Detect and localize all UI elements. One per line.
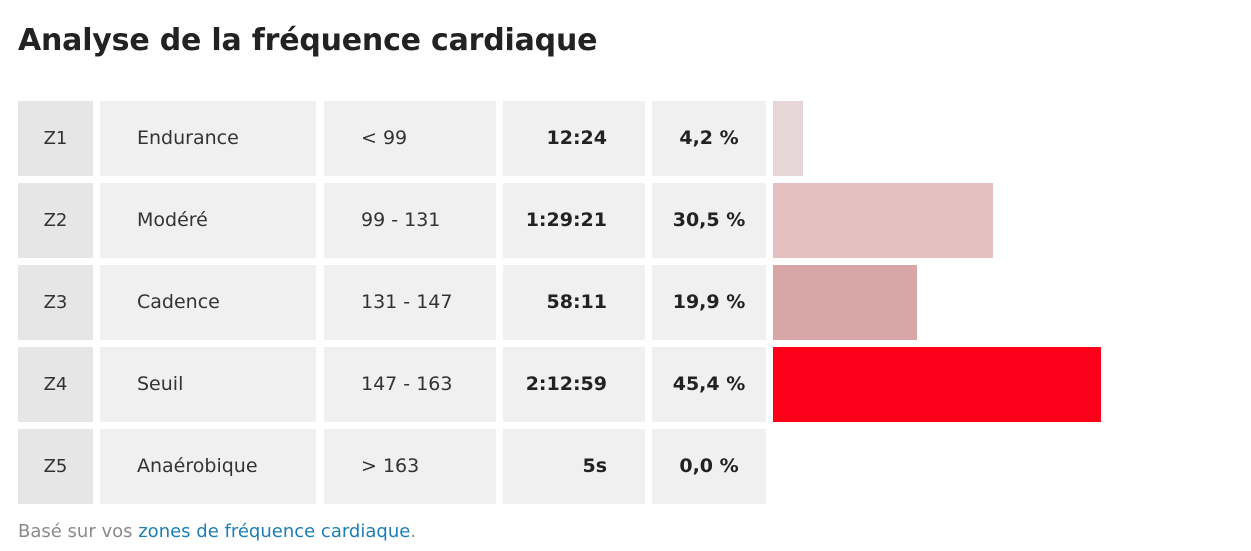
- zone-label: Z1: [18, 101, 93, 176]
- zone-row-z2: Z2 Modéré 99 - 131 1:29:21 30,5 %: [18, 183, 1118, 258]
- zone-row-z1: Z1 Endurance < 99 12:24 4,2 %: [18, 101, 1118, 176]
- zone-row-z4: Z4 Seuil 147 - 163 2:12:59 45,4 %: [18, 347, 1118, 422]
- zone-name: Seuil: [100, 347, 316, 422]
- zone-bar: [773, 347, 1101, 422]
- zone-time: 1:29:21: [503, 183, 645, 258]
- zone-label: Z2: [18, 183, 93, 258]
- zone-bar: [773, 265, 917, 340]
- zone-bpm-range: 99 - 131: [324, 183, 496, 258]
- zone-bar-track: [773, 183, 1113, 258]
- zone-name: Cadence: [100, 265, 316, 340]
- zone-percent: 30,5 %: [652, 183, 766, 258]
- zone-bar: [773, 183, 994, 258]
- zones-footnote: Basé sur vos zones de fréquence cardiaqu…: [18, 521, 416, 542]
- footnote-prefix: Basé sur vos: [18, 521, 139, 542]
- zone-row-z3: Z3 Cadence 131 - 147 58:11 19,9 %: [18, 265, 1118, 340]
- page-title: Analyse de la fréquence cardiaque: [18, 23, 598, 58]
- zone-label: Z4: [18, 347, 93, 422]
- zone-name: Endurance: [100, 101, 316, 176]
- zone-label: Z5: [18, 429, 93, 504]
- zone-percent: 19,9 %: [652, 265, 766, 340]
- zone-bpm-range: < 99: [324, 101, 496, 176]
- zone-bar: [773, 101, 804, 176]
- zone-label: Z3: [18, 265, 93, 340]
- zone-bar-track: [773, 101, 1113, 176]
- zone-percent: 45,4 %: [652, 347, 766, 422]
- zone-time: 2:12:59: [503, 347, 645, 422]
- heart-rate-zones-table: Z1 Endurance < 99 12:24 4,2 % Z2 Modéré …: [18, 101, 1118, 511]
- zone-name: Modéré: [100, 183, 316, 258]
- zone-bar-track: [773, 265, 1113, 340]
- zone-bpm-range: 131 - 147: [324, 265, 496, 340]
- zone-bar-track: [773, 347, 1113, 422]
- zone-bpm-range: > 163: [324, 429, 496, 504]
- zone-bpm-range: 147 - 163: [324, 347, 496, 422]
- zone-name: Anaérobique: [100, 429, 316, 504]
- zone-percent: 4,2 %: [652, 101, 766, 176]
- footnote-suffix: .: [410, 521, 417, 542]
- zone-time: 5s: [503, 429, 645, 504]
- zone-time: 12:24: [503, 101, 645, 176]
- zone-row-z5: Z5 Anaérobique > 163 5s 0,0 %: [18, 429, 1118, 504]
- zone-time: 58:11: [503, 265, 645, 340]
- zone-bar-track: [773, 429, 1113, 504]
- zone-percent: 0,0 %: [652, 429, 766, 504]
- heart-rate-zones-link[interactable]: zones de fréquence cardiaque: [138, 521, 411, 542]
